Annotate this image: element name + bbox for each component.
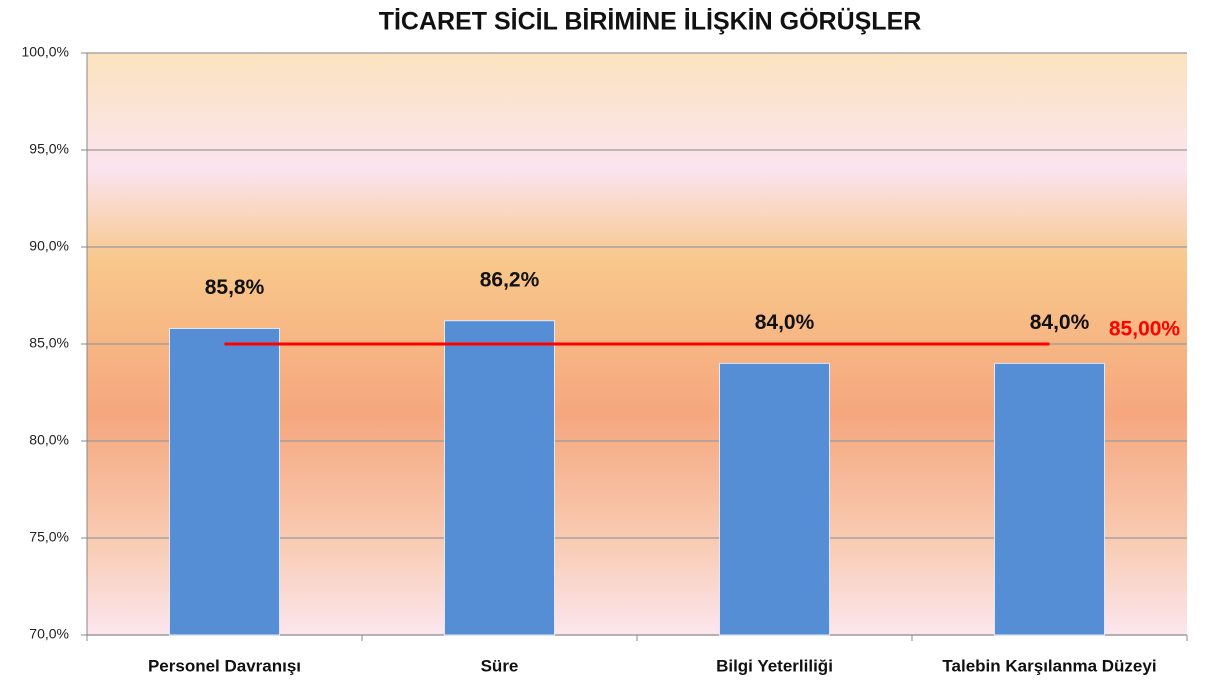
bar xyxy=(169,327,280,636)
x-tick-label: Talebin Karşılanma Düzeyi xyxy=(942,656,1156,675)
x-tick-label: Bilgi Yeterliliği xyxy=(716,656,833,675)
y-tick-label: 95,0% xyxy=(29,141,69,157)
bar xyxy=(444,320,555,636)
bar xyxy=(719,362,830,636)
x-tick-label: Personel Davranışı xyxy=(148,656,301,675)
value-label: 84,0% xyxy=(755,311,815,334)
value-label: 85,8% xyxy=(205,276,265,299)
reference-label: 85,00% xyxy=(1109,318,1181,341)
chart-title: TİCARET SİCİL BİRİMİNE İLİŞKİN GÖRÜŞLER xyxy=(379,7,922,36)
y-tick-label: 100,0% xyxy=(22,44,69,60)
x-tick-label: Süre xyxy=(481,656,519,675)
y-tick-label: 70,0% xyxy=(29,626,69,642)
y-tick-label: 80,0% xyxy=(29,432,69,448)
value-label: 86,2% xyxy=(480,268,540,291)
bar xyxy=(994,362,1105,636)
y-tick-label: 90,0% xyxy=(29,238,69,254)
value-label: 84,0% xyxy=(1030,311,1090,334)
y-tick-label: 85,0% xyxy=(29,335,69,351)
y-tick-label: 75,0% xyxy=(29,529,69,545)
